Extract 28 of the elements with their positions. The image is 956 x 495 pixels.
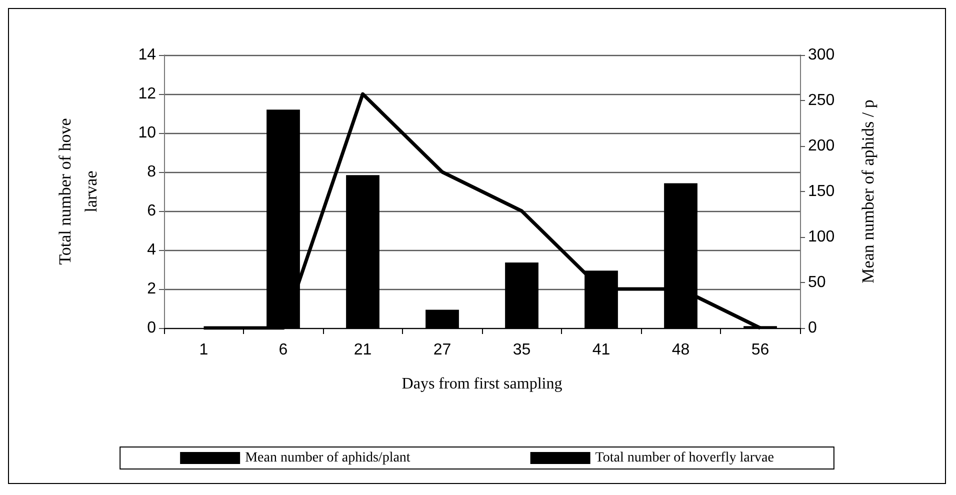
- y-tick-label: 14: [138, 46, 156, 64]
- x-tick-label: 6: [278, 342, 288, 358]
- y2-tick-label: 50: [808, 274, 826, 291]
- y2-tick-label: 200: [808, 138, 835, 154]
- y2-tick-label: 150: [808, 183, 835, 200]
- y-tick-label: 6: [147, 202, 156, 220]
- y2-axis-title: Mean number of aphids / p: [858, 100, 878, 284]
- x-tick-label: 35: [512, 342, 531, 358]
- y-tick-label: 12: [138, 86, 156, 102]
- y-axis-title: Total number of hove larvae: [56, 118, 100, 265]
- legend-label: Mean number of aphids/plant: [245, 450, 410, 466]
- x-axis-title: Days from first sampling: [402, 376, 562, 392]
- y-tick-label: 8: [147, 164, 156, 180]
- y2-tick-label: 250: [808, 92, 835, 109]
- x-tick-label: 21: [354, 342, 372, 358]
- y-tick-label: 0: [147, 320, 156, 336]
- y2-tick-label: 100: [808, 228, 835, 246]
- x-tick-label: 48: [672, 342, 690, 358]
- x-tick-label: 56: [751, 342, 770, 358]
- y2-tick-label: 0: [808, 320, 817, 336]
- x-tick-label: 1: [199, 342, 208, 358]
- y-tick-label: 10: [138, 124, 156, 142]
- y2-tick-label: 300: [808, 46, 835, 64]
- legend-label: Total number of hoverfly larvae: [595, 450, 774, 466]
- x-tick-label: 41: [592, 342, 610, 358]
- y-tick-label: 2: [147, 280, 156, 298]
- x-tick-label: 27: [433, 342, 452, 358]
- y-tick-label: 4: [147, 242, 156, 258]
